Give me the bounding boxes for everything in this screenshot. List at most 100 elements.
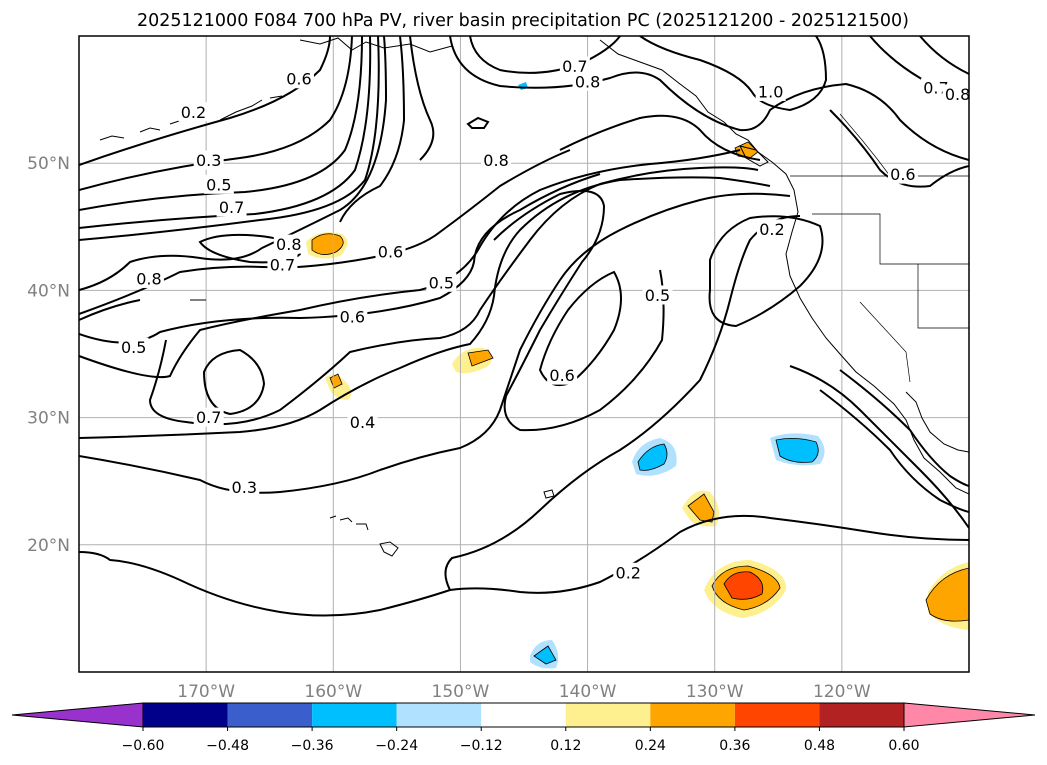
alaska-coast bbox=[299, 37, 453, 53]
map-frame bbox=[78, 35, 970, 673]
axis-tick-labels: 170°W 160°W 150°W 140°W 130°W 120°W 20°N 30°N 40… bbox=[27, 154, 871, 702]
pv-contours bbox=[79, 36, 969, 617]
contour-label-text: 0.7 bbox=[219, 198, 244, 217]
colorbar-tick-label: −0.48 bbox=[206, 738, 249, 754]
contour-label-text: 0.8 bbox=[945, 85, 970, 104]
contour-label: 0.6 bbox=[283, 69, 314, 89]
lat-tick-label: 30°N bbox=[27, 409, 70, 429]
contour-label: 0.7 bbox=[216, 197, 247, 217]
contour-label-halo bbox=[118, 337, 149, 357]
contour-label-text: 1.0 bbox=[758, 82, 783, 101]
precip-patch bbox=[687, 493, 715, 523]
contour-label: 0.6 bbox=[337, 307, 368, 327]
contour-label: 0.2 bbox=[178, 102, 209, 122]
contour-label-halo bbox=[942, 84, 969, 104]
contour-label: 0.3 bbox=[229, 477, 260, 497]
contour-label-text: 0.2 bbox=[616, 563, 641, 582]
contour-label: 0.6 bbox=[887, 164, 918, 184]
contour-label: 0.7 bbox=[193, 407, 224, 427]
contour-label: 0.8 bbox=[572, 71, 603, 91]
colorbar-segment bbox=[396, 703, 482, 727]
lon-tick-label: 170°W bbox=[177, 682, 235, 702]
contour-label-halo bbox=[572, 71, 603, 91]
contour-label-halo bbox=[283, 69, 314, 89]
contour-label: 0.8 bbox=[942, 84, 970, 104]
contour-label-text: 0.8 bbox=[276, 235, 301, 254]
pv-contour-0.8-ne2 bbox=[919, 36, 969, 75]
contour-label-text: 0.6 bbox=[286, 70, 311, 89]
precip-patch bbox=[311, 233, 344, 255]
pv-contour-0.4 bbox=[79, 176, 771, 439]
contour-label-halo bbox=[229, 477, 260, 497]
contour-label-text: 0.3 bbox=[196, 151, 221, 170]
contour-label-text: 0.2 bbox=[181, 103, 206, 122]
contour-label: 0.5 bbox=[118, 337, 149, 357]
contour-label: 0.2 bbox=[613, 562, 644, 582]
pv-contour-0.2-south bbox=[79, 215, 801, 617]
border-states bbox=[812, 213, 969, 383]
contour-label-halo bbox=[887, 164, 918, 184]
pv-contour-0.3 bbox=[79, 36, 353, 191]
contour-label-text: 0.4 bbox=[350, 413, 375, 432]
pv-contour-0.8-west bbox=[79, 36, 388, 291]
north-america-west-coast bbox=[757, 151, 969, 495]
pv-contour-0.5 bbox=[79, 36, 363, 211]
map-area: 0.20.30.50.70.80.80.70.60.50.60.50.7 0.40… bbox=[79, 36, 970, 672]
pv-contour-0.7-mid bbox=[79, 149, 571, 315]
colorbar-segment bbox=[481, 703, 566, 727]
contour-label: 0.6 bbox=[547, 365, 578, 385]
colorbar-segment bbox=[819, 703, 904, 727]
contour-label: 0.7 bbox=[559, 56, 590, 76]
colorbar-extend-max bbox=[903, 702, 1036, 728]
contour-label-text: 0.8 bbox=[136, 269, 161, 288]
pv-contour-southeast-2 bbox=[839, 369, 969, 487]
pv-contour-0.6-south bbox=[148, 166, 759, 426]
contour-label: 0.4 bbox=[347, 412, 378, 432]
colorbar-segment bbox=[312, 703, 397, 727]
contour-label-text: 0.3 bbox=[232, 478, 257, 497]
contour-label-halo bbox=[613, 562, 644, 582]
contour-label-text: 0.7 bbox=[923, 79, 948, 98]
contour-label-text: 0.5 bbox=[429, 273, 454, 292]
contour-label-halo bbox=[642, 285, 673, 305]
lon-tick-label: 150°W bbox=[432, 682, 490, 702]
contour-label-halo bbox=[755, 81, 786, 101]
lat-tick-label: 20°N bbox=[27, 536, 70, 556]
hawaii-islands bbox=[329, 515, 399, 557]
contour-label-text: 0.2 bbox=[759, 220, 784, 239]
pv-contour-0.5-loop bbox=[493, 190, 665, 432]
coastlines bbox=[99, 37, 969, 557]
pv-contour-0.5-mid bbox=[79, 149, 741, 379]
pv-contour-south-east-3 bbox=[789, 365, 969, 529]
contour-label-text: 0.6 bbox=[378, 243, 403, 262]
pv-contour-0.6-north bbox=[79, 36, 372, 229]
contour-label-halo bbox=[178, 102, 209, 122]
contour-label-halo bbox=[216, 197, 247, 217]
contour-label-halo bbox=[481, 150, 512, 170]
pv-contour-0.8-north bbox=[449, 36, 969, 161]
precip-patch bbox=[467, 349, 494, 367]
contour-label-text: 0.6 bbox=[549, 366, 574, 385]
precip-patch bbox=[723, 571, 764, 600]
colorbar-tick-label: −0.12 bbox=[460, 738, 503, 754]
contour-labels: 0.20.30.50.70.80.80.70.60.50.60.50.7 0.40… bbox=[118, 56, 970, 582]
lat-tick-label: 40°N bbox=[27, 281, 70, 301]
pv-contour-0.6-mid bbox=[79, 173, 601, 344]
lon-tick-label: 140°W bbox=[559, 682, 617, 702]
contour-label-halo bbox=[426, 272, 457, 292]
contour-label: 0.8 bbox=[273, 234, 304, 254]
pv-contour-closed-small bbox=[466, 116, 490, 129]
contour-label: 0.8 bbox=[481, 150, 512, 170]
contour-label-text: 0.5 bbox=[206, 175, 231, 194]
contour-label-halo bbox=[273, 234, 304, 254]
chart-title: 2025121000 F084 700 hPa PV, river basin … bbox=[137, 11, 909, 31]
contour-label-halo bbox=[756, 219, 787, 239]
colorbar-tick-label: 0.48 bbox=[804, 738, 835, 754]
colorbar-tick-label: 0.60 bbox=[888, 738, 919, 754]
contour-label-text: 0.8 bbox=[483, 151, 508, 170]
alaska-panhandle bbox=[599, 39, 759, 153]
lon-tick-label: 120°W bbox=[813, 682, 871, 702]
contour-label-text: 0.6 bbox=[340, 308, 365, 327]
colorbar-extend-min bbox=[11, 702, 144, 728]
